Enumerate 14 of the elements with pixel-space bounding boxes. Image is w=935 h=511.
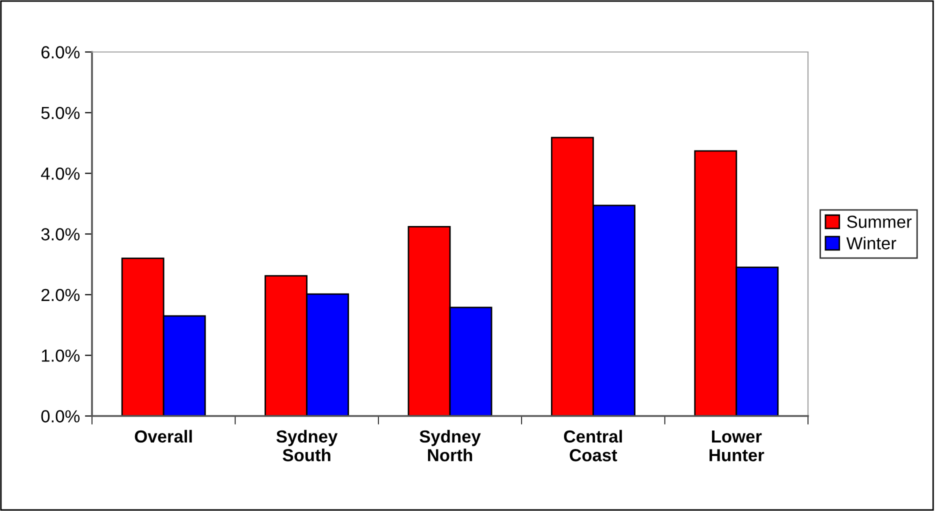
- legend-label: Winter: [846, 236, 896, 250]
- x-tick-label: Central Coast: [564, 430, 622, 462]
- y-tick-label: 6.0%: [42, 46, 80, 58]
- y-tick-label: 5.0%: [41, 106, 80, 120]
- y-tick-label: 1.0%: [42, 350, 80, 362]
- x-tick-label: Sydney South: [276, 430, 338, 462]
- y-tick-label: 3.0%: [41, 228, 80, 240]
- y-tick-label: 4.0%: [41, 168, 80, 180]
- y-tick-label: 0.0%: [41, 410, 80, 422]
- legend-label: Summer: [847, 216, 912, 228]
- y-tick-label: 2.0%: [42, 288, 80, 302]
- x-tick-label: Sydney North: [420, 430, 481, 462]
- x-tick-label: Overall: [134, 430, 192, 443]
- x-tick-label: Lower Hunter: [710, 430, 764, 462]
